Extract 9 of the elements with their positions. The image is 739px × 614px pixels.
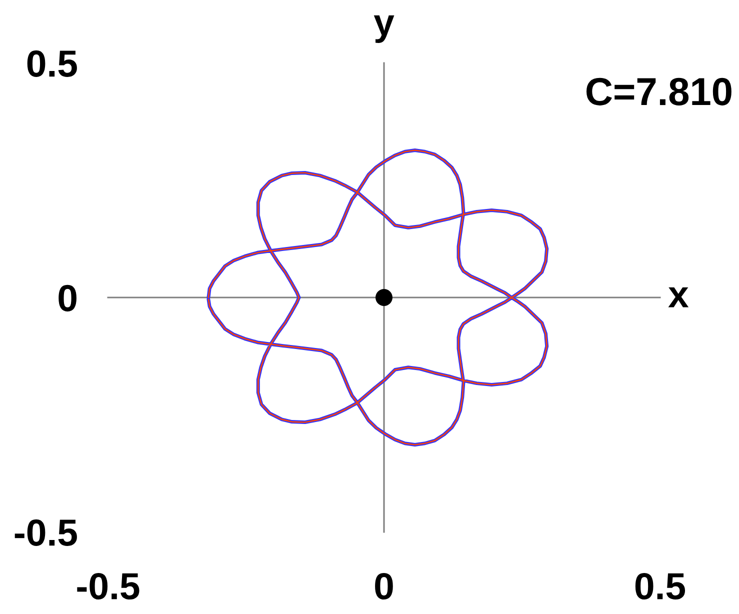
y-axis-title: y — [374, 15, 394, 43]
x-tick-label: 0 — [375, 572, 393, 600]
x-tick-label: 0.5 — [635, 572, 686, 600]
x-axis-title: x — [668, 287, 689, 308]
y-tick-label: -0.5 — [14, 519, 77, 546]
x-tick-label: -0.5 — [77, 572, 140, 600]
y-tick-label: 0.5 — [27, 50, 77, 77]
y-tick-label: 0 — [58, 284, 76, 312]
annotation: C=7.810 — [586, 78, 732, 106]
